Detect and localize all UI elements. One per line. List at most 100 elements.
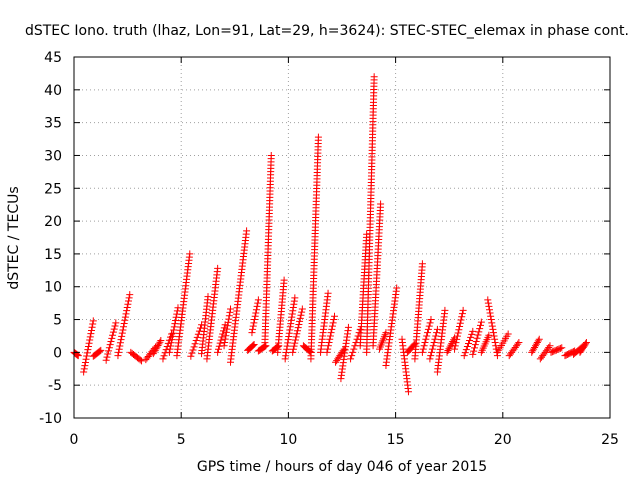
data-point [216, 339, 224, 347]
data-point [558, 344, 566, 352]
data-point [227, 305, 235, 313]
data-point [459, 306, 467, 314]
data-point [431, 335, 439, 343]
data-point [461, 349, 469, 357]
data-point [105, 347, 113, 355]
data-point [219, 327, 227, 335]
data-point [80, 365, 88, 373]
data-point [285, 332, 293, 340]
y-tick-label: 20 [44, 214, 62, 230]
x-tick-label: 10 [279, 432, 297, 448]
data-point [248, 329, 256, 337]
data-point [473, 334, 481, 342]
data-point [472, 337, 480, 345]
data-point [289, 348, 297, 356]
data-point [292, 333, 300, 341]
data-point [167, 339, 175, 347]
data-point [424, 329, 432, 337]
data-point [428, 348, 436, 356]
data-point [89, 320, 97, 328]
data-point [370, 73, 378, 81]
data-point [348, 352, 356, 360]
data-point [89, 317, 97, 325]
data-point [86, 333, 94, 341]
x-tick-label: 20 [494, 432, 512, 448]
data-point [225, 312, 233, 320]
data-point [284, 336, 292, 344]
y-tick-label: 0 [53, 345, 62, 361]
data-point [280, 276, 288, 284]
data-point [249, 322, 257, 330]
data-point [470, 344, 478, 352]
data-point [456, 322, 464, 330]
data-point [456, 319, 464, 327]
data-point [297, 311, 305, 319]
data-point [476, 325, 484, 333]
data-point [80, 368, 88, 376]
data-point [285, 329, 293, 337]
data-point [87, 326, 95, 334]
data-point [418, 348, 426, 356]
data-point [193, 333, 201, 341]
data-point [491, 339, 499, 347]
data-point [225, 315, 233, 323]
data-point [427, 352, 435, 360]
data-point [249, 341, 257, 349]
data-point [444, 347, 452, 355]
data-point [457, 316, 465, 324]
data-points [70, 73, 590, 396]
data-point [221, 338, 229, 346]
data-point [350, 345, 358, 353]
data-point [252, 309, 260, 317]
data-point [250, 319, 258, 327]
data-point [125, 294, 133, 302]
data-point [329, 319, 337, 327]
data-point [114, 352, 122, 360]
data-point [328, 325, 336, 333]
data-point [484, 299, 492, 307]
data-point [243, 227, 251, 235]
data-point [286, 326, 294, 334]
data-point [452, 339, 460, 347]
data-point [429, 342, 437, 350]
data-point [166, 345, 174, 353]
data-point [328, 322, 336, 330]
data-point [298, 305, 306, 313]
data-point [327, 329, 335, 337]
data-point [428, 345, 436, 353]
data-point [126, 291, 134, 299]
x-tick-labels: 0 5 10 15 20 25 [70, 432, 619, 448]
data-point [422, 335, 430, 343]
data-point [582, 339, 590, 347]
data-point [504, 330, 512, 338]
y-tick-label: 10 [44, 280, 62, 296]
data-point [330, 312, 338, 320]
data-point [469, 350, 477, 358]
data-point [324, 345, 332, 353]
data-point [289, 307, 297, 315]
x-tick-label: 5 [177, 432, 186, 448]
data-point [455, 326, 463, 334]
data-point [484, 296, 492, 304]
data-point [451, 345, 459, 353]
y-tick-label: -5 [48, 378, 62, 394]
data-point [119, 326, 127, 334]
data-point [220, 342, 228, 350]
data-point [115, 348, 123, 356]
data-point [477, 318, 485, 326]
data-point [326, 332, 334, 340]
data-point [427, 316, 435, 324]
data-point [293, 330, 301, 338]
data-point [122, 310, 130, 318]
data-point [298, 308, 306, 316]
data-point [470, 347, 478, 355]
data-point [290, 342, 298, 350]
data-point [288, 313, 296, 321]
data-point [217, 336, 225, 344]
data-point [314, 133, 322, 141]
chart-title: dSTEC Iono. truth (lhaz, Lon=91, Lat=29,… [25, 23, 629, 39]
data-point [221, 335, 229, 343]
data-point [290, 300, 298, 308]
data-point [167, 342, 175, 350]
data-point [349, 348, 357, 356]
